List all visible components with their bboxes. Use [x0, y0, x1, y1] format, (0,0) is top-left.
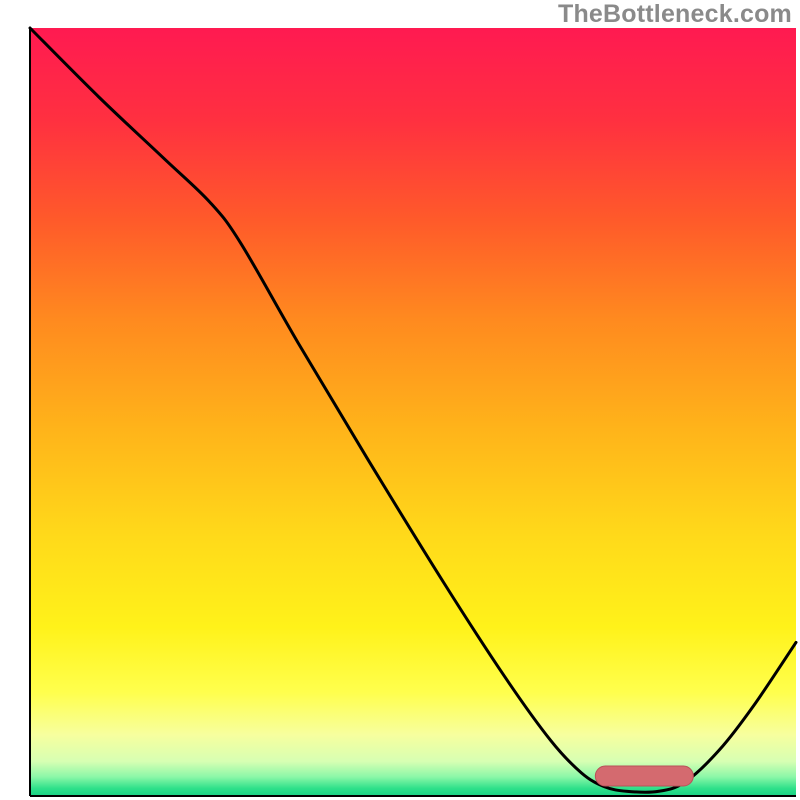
plot-background — [30, 28, 796, 796]
chart-container: TheBottleneck.com — [0, 0, 800, 800]
optimal-range-marker — [595, 766, 693, 786]
watermark-text: TheBottleneck.com — [558, 0, 792, 29]
chart-svg — [0, 0, 800, 800]
